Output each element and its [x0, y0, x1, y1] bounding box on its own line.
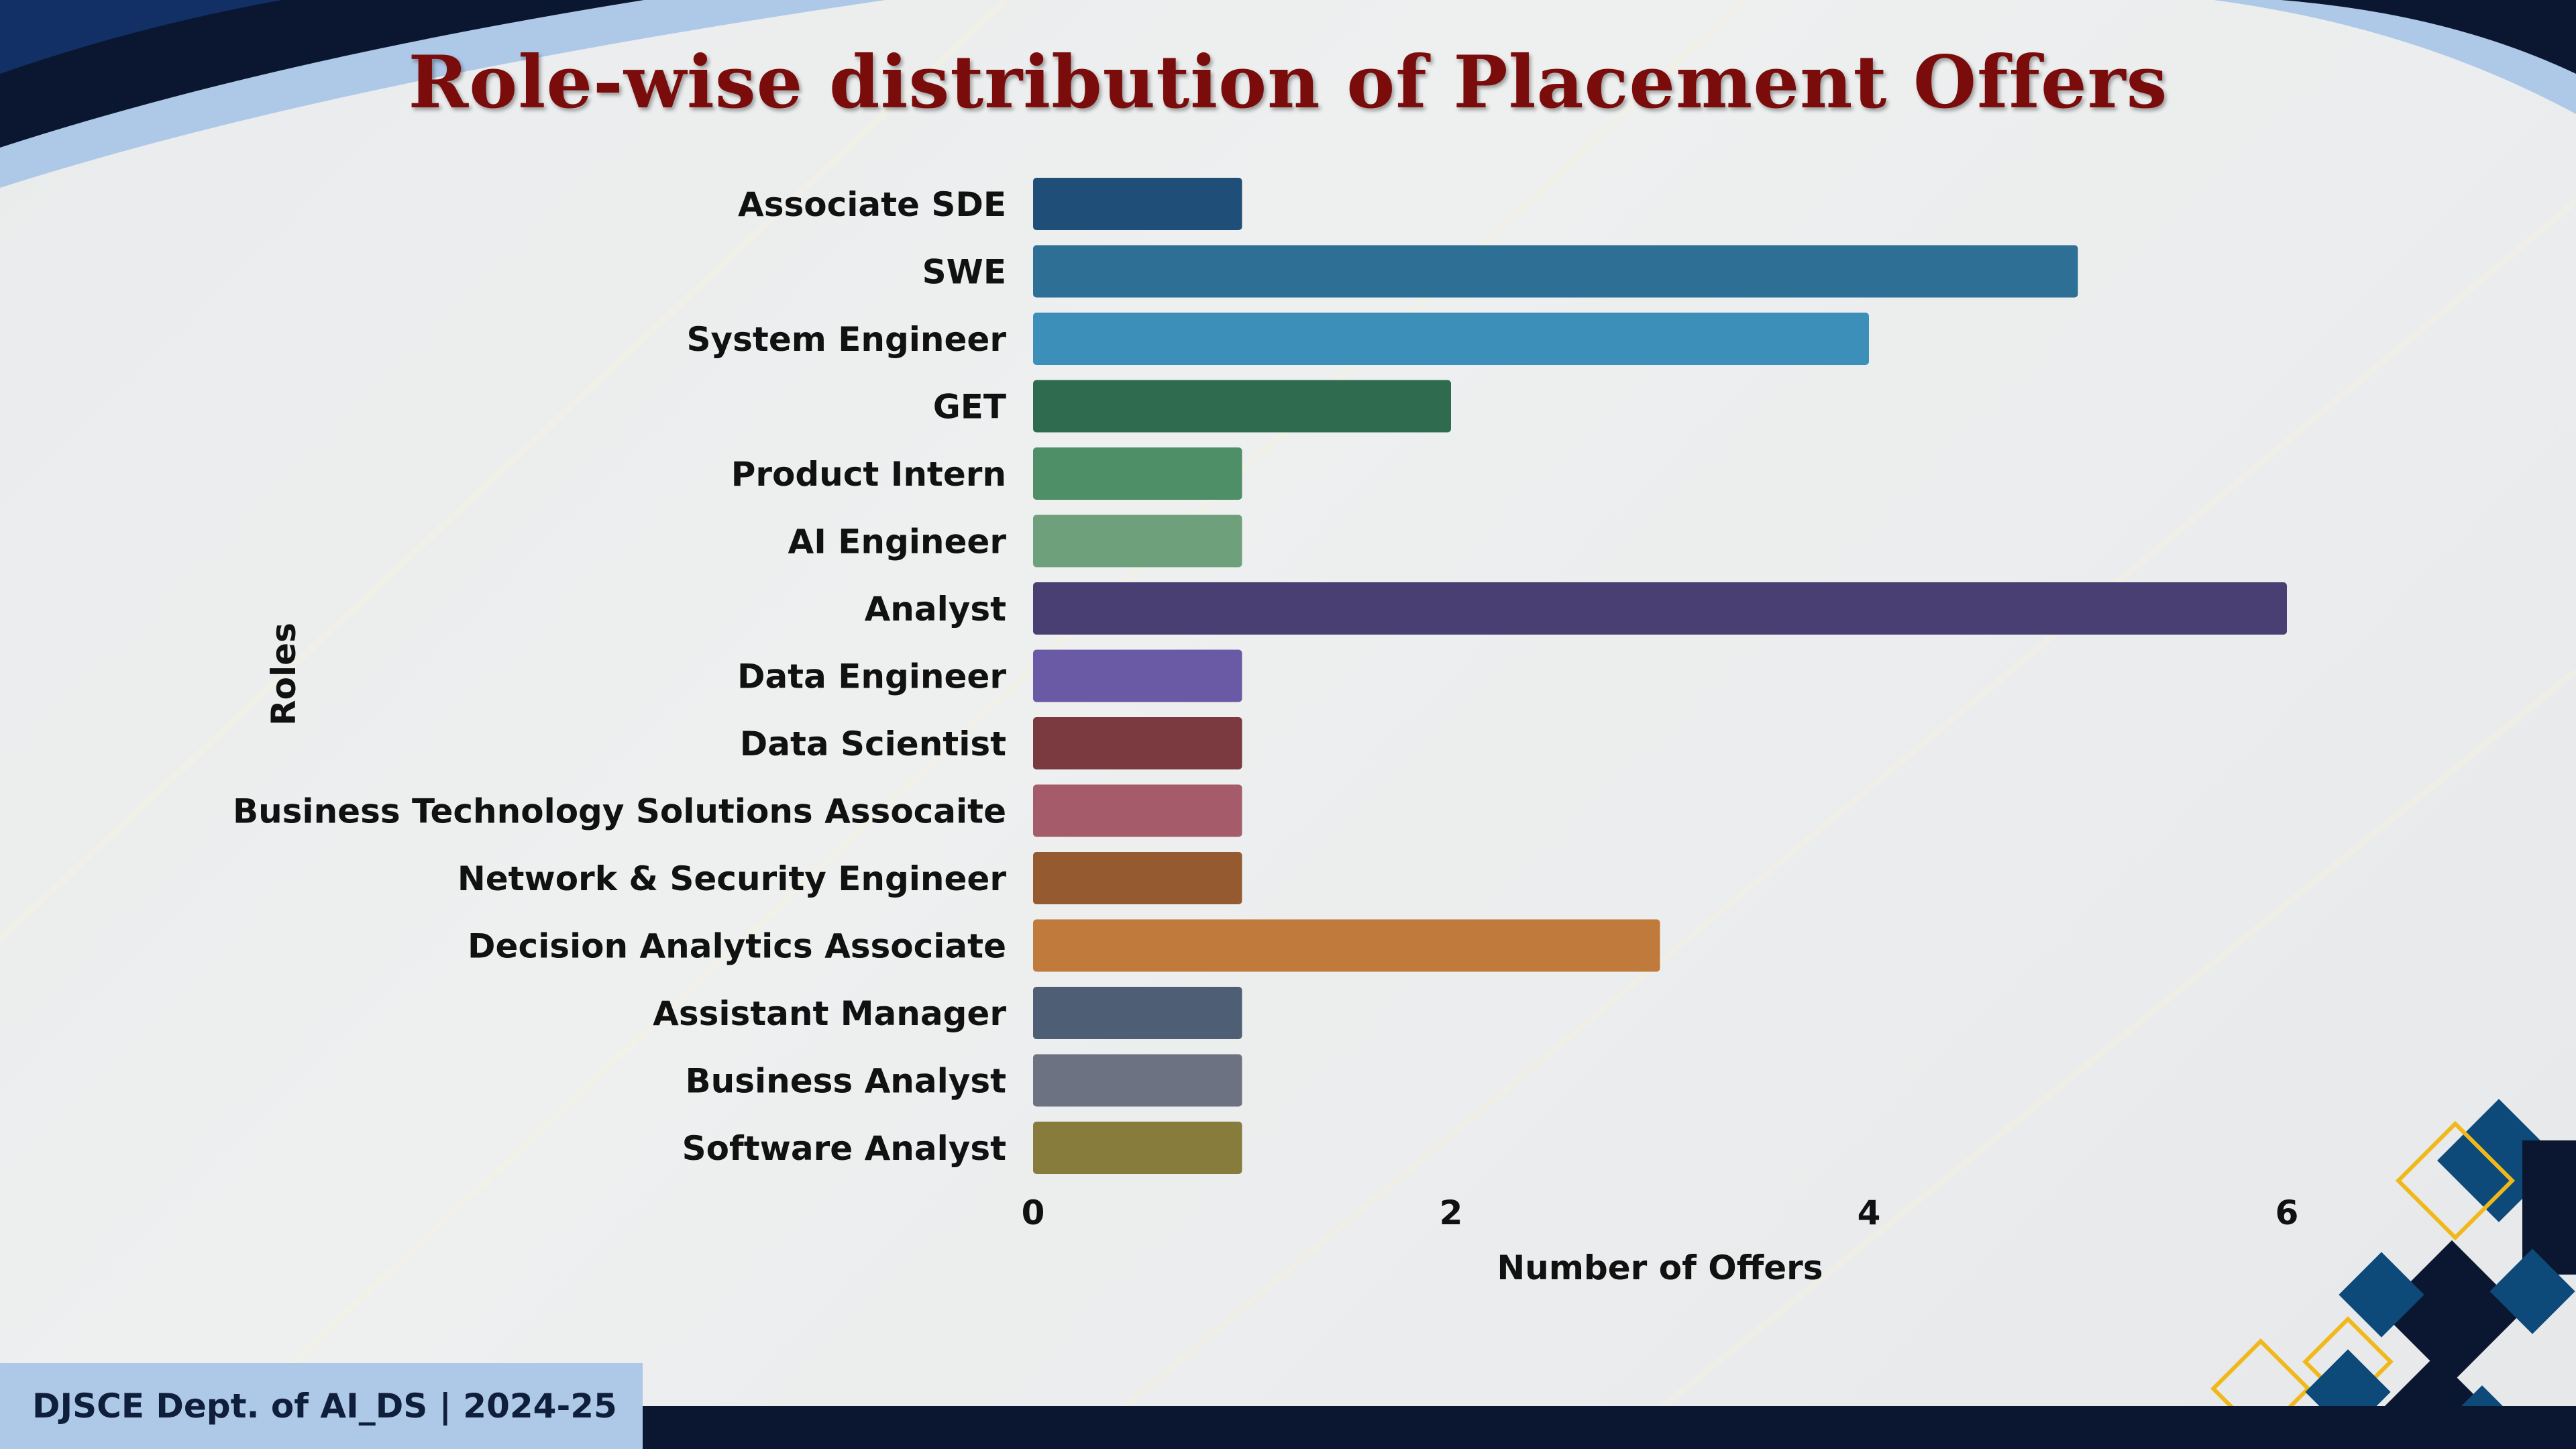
bar-4 — [1033, 380, 1451, 433]
category-label-12: Decision Analytics Associate — [468, 927, 1006, 966]
bar-11 — [1033, 852, 1242, 904]
chart-title: Role-wise distribution of Placement Offe… — [408, 40, 2168, 125]
category-label-7: Analyst — [865, 590, 1006, 629]
corner-dark-left — [0, 0, 644, 148]
category-label-5: Product Intern — [731, 455, 1006, 494]
category-label-14: Business Analyst — [686, 1062, 1006, 1101]
bar-7 — [1033, 582, 2287, 635]
bar-6 — [1033, 515, 1242, 568]
bar-10 — [1033, 784, 1242, 837]
bar-8 — [1033, 649, 1242, 702]
bar-12 — [1033, 919, 1660, 972]
category-label-1: Associate SDE — [738, 185, 1006, 224]
category-label-10: Business Technology Solutions Assocaite — [233, 792, 1006, 831]
x-tick-label-2: 2 — [1440, 1193, 1463, 1232]
bar-13 — [1033, 987, 1242, 1039]
bar-15 — [1033, 1122, 1242, 1174]
bar-3 — [1033, 313, 1869, 365]
bar-5 — [1033, 447, 1242, 500]
bar-9 — [1033, 717, 1242, 769]
x-tick-label-0: 0 — [1022, 1193, 1045, 1232]
footer-label: DJSCE Dept. of AI_DS | 2024-25 — [0, 1363, 643, 1449]
footer-text: DJSCE Dept. of AI_DS | 2024-25 — [32, 1387, 617, 1426]
category-label-8: Data Engineer — [737, 657, 1006, 696]
category-label-3: System Engineer — [687, 320, 1007, 359]
corner-dark-right — [2281, 0, 2576, 74]
bar-2 — [1033, 245, 2078, 298]
category-label-6: AI Engineer — [788, 523, 1007, 561]
x-axis-label: Number of Offers — [1497, 1248, 1823, 1287]
category-label-13: Assistant Manager — [653, 994, 1006, 1033]
category-label-2: SWE — [922, 253, 1006, 292]
y-axis-label: Roles — [264, 623, 303, 726]
x-tick-label-6: 6 — [2275, 1193, 2299, 1232]
bar-1 — [1033, 178, 1242, 230]
bar-14 — [1033, 1054, 1242, 1107]
category-label-15: Software Analyst — [682, 1129, 1006, 1168]
category-label-9: Data Scientist — [740, 724, 1006, 763]
category-label-4: GET — [933, 388, 1006, 427]
footer-bar — [643, 1406, 2576, 1449]
x-tick-label-4: 4 — [1858, 1193, 1881, 1232]
category-label-11: Network & Security Engineer — [458, 859, 1006, 898]
